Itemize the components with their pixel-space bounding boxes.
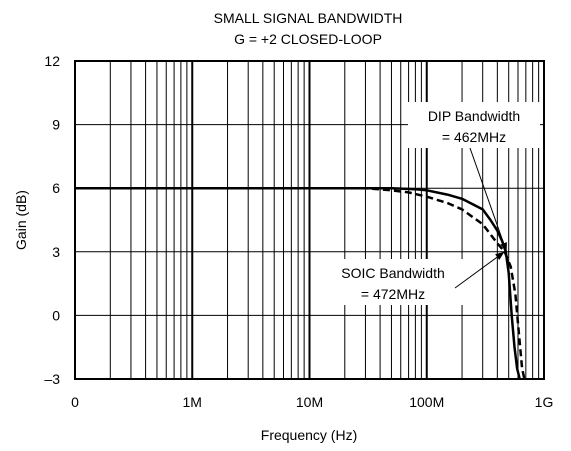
annotation-line1: DIP Bandwidth [428, 108, 520, 124]
y-tick-label: –3 [44, 371, 60, 387]
plot-frame [74, 60, 545, 380]
y-tick-label: 3 [52, 244, 60, 260]
x-tick-label: 0 [71, 394, 79, 410]
annotation-arrowhead [495, 251, 505, 260]
annotation-leader [469, 147, 508, 252]
annotation-backing [408, 102, 540, 148]
x-tick-labels: 0 1M 10M 100M 1G [71, 394, 553, 410]
annotation-leader [454, 251, 505, 289]
x-axis-label: Frequency (Hz) [261, 427, 357, 443]
annotation-backing [323, 259, 463, 305]
annotation-line1: SOIC Bandwidth [341, 265, 445, 281]
annotation-arrowhead [500, 242, 507, 252]
y-tick-label: 9 [52, 117, 60, 133]
chart-subtitle: G = +2 CLOSED-LOOP [234, 31, 382, 47]
series-layer [75, 186, 526, 380]
y-axis-label: Gain (dB) [13, 190, 29, 250]
y-tick-labels: –3 0 3 6 9 12 [44, 53, 60, 387]
annotation-line2: = 472MHz [361, 286, 425, 302]
x-tick-label: 10M [296, 394, 323, 410]
series-line-dashed [75, 186, 526, 380]
y-tick-label: 12 [44, 53, 60, 69]
x-tick-label: 1G [535, 394, 554, 410]
y-tick-label: 0 [52, 307, 60, 323]
x-tick-label: 100M [409, 394, 444, 410]
series-line-solid [75, 186, 521, 380]
y-tick-label: 6 [52, 180, 60, 196]
chart-title: SMALL SIGNAL BANDWIDTH [214, 10, 403, 26]
annotation-layer: DIP Bandwidth = 462MHz SOIC Bandwidth = 472… [323, 102, 540, 305]
x-tick-label: 1M [183, 394, 202, 410]
annotation-line2: = 462MHz [442, 129, 506, 145]
